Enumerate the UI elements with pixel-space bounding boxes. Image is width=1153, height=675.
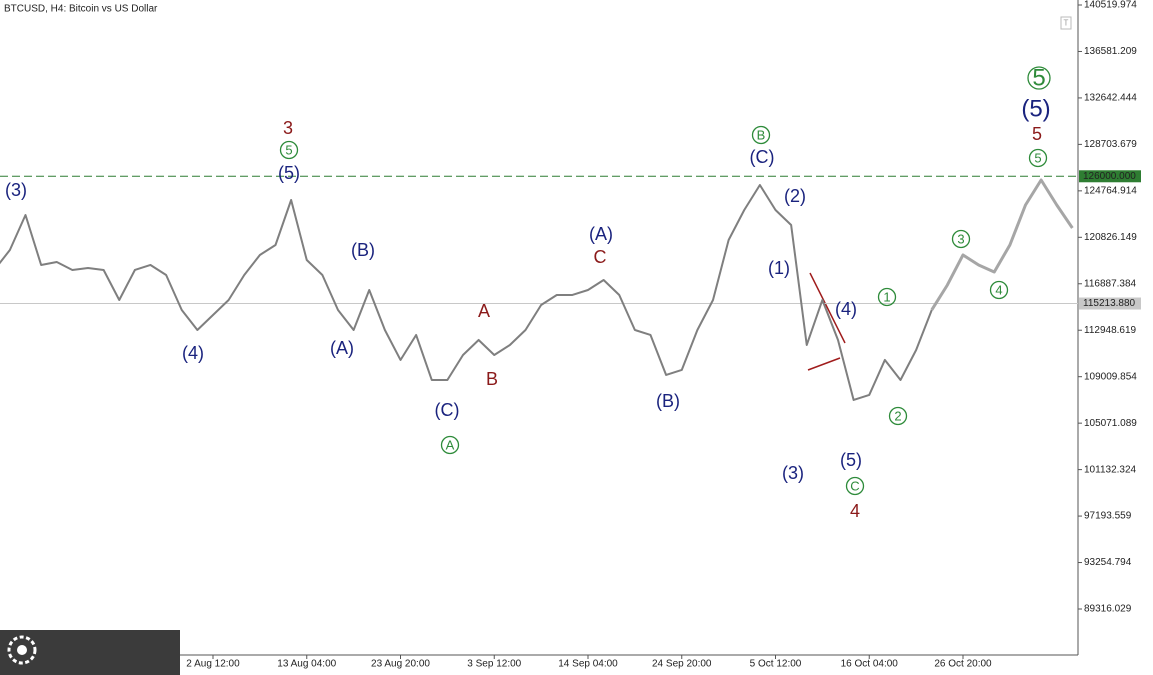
triangle-line bbox=[809, 272, 846, 344]
wave-label: (B) bbox=[351, 240, 375, 260]
y-tick-label: 136581.209 bbox=[1084, 46, 1137, 57]
wave-label: 3 bbox=[283, 118, 293, 138]
wave-label: (A) bbox=[330, 338, 354, 358]
wave-label: (5) bbox=[278, 163, 300, 183]
wave-label: 3 bbox=[957, 231, 964, 246]
x-tick-label: 3 Sep 12:00 bbox=[467, 659, 521, 670]
triangle-line bbox=[807, 357, 841, 371]
chart-title: BTCUSD, H4: Bitcoin vs US Dollar bbox=[4, 4, 158, 15]
wave-label: (3) bbox=[782, 463, 804, 483]
price-label-box bbox=[1079, 297, 1141, 310]
x-tick-label: 23 Aug 20:00 bbox=[371, 659, 430, 670]
x-tick-label: 24 Sep 20:00 bbox=[652, 659, 712, 670]
wave-circle bbox=[1028, 148, 1048, 168]
price-line-series bbox=[0, 183, 933, 401]
wave-label: 4 bbox=[995, 282, 1002, 297]
tool-icon[interactable] bbox=[1060, 16, 1072, 30]
wave-label: (3) bbox=[5, 180, 27, 200]
x-tick-label: 14 Sep 04:00 bbox=[558, 659, 618, 670]
wave-label: (C) bbox=[435, 400, 460, 420]
wave-label: (4) bbox=[835, 299, 857, 319]
wave-label: 2 bbox=[894, 408, 901, 423]
wave-label: (1) bbox=[768, 258, 790, 278]
wave-circle bbox=[751, 125, 771, 145]
wave-label: (4) bbox=[182, 343, 204, 363]
wave-label: (5) bbox=[840, 450, 862, 470]
wave-label: 1 bbox=[883, 289, 890, 304]
wave-label: A bbox=[446, 437, 455, 452]
wave-circle bbox=[279, 140, 299, 160]
wave-circle bbox=[989, 280, 1009, 300]
wave-circle bbox=[951, 229, 971, 249]
logo-background bbox=[0, 630, 180, 675]
y-tick-label: 140519.974 bbox=[1084, 0, 1137, 11]
x-tick-label: 2 Aug 12:00 bbox=[186, 659, 240, 670]
wave-label: 5 bbox=[1032, 124, 1042, 144]
logo-icon-core bbox=[17, 645, 27, 655]
y-tick-label: 97193.559 bbox=[1084, 511, 1132, 522]
x-tick-label: 26 Oct 20:00 bbox=[934, 659, 992, 670]
y-tick-label: 120826.149 bbox=[1084, 232, 1137, 243]
wave-label: (C) bbox=[750, 147, 775, 167]
wave-label: (A) bbox=[589, 224, 613, 244]
logo-icon bbox=[7, 635, 37, 665]
wave-label: C bbox=[594, 247, 607, 267]
tool-icon-glyph: T bbox=[1064, 19, 1069, 28]
y-tick-label: 128703.679 bbox=[1084, 139, 1137, 150]
wave-label: 5 bbox=[1034, 150, 1041, 165]
wave-label: B bbox=[757, 127, 766, 142]
y-tick-label: 109009.854 bbox=[1084, 371, 1137, 382]
x-tick-label: 5 Oct 12:00 bbox=[750, 659, 802, 670]
y-tick-label: 116887.384 bbox=[1084, 278, 1137, 289]
y-tick-label: 101132.324 bbox=[1084, 464, 1137, 475]
wave-label: 5 bbox=[1032, 64, 1045, 91]
price-label: 115213.880 bbox=[1083, 298, 1136, 309]
wave-circle bbox=[845, 476, 865, 496]
wave-label: C bbox=[850, 478, 859, 493]
wave-circle bbox=[877, 287, 897, 307]
wave-circle bbox=[440, 435, 460, 455]
wave-label: A bbox=[478, 301, 490, 321]
y-tick-label: 112948.619 bbox=[1084, 325, 1137, 336]
logo bbox=[0, 630, 180, 675]
wave-circle bbox=[888, 406, 908, 426]
y-tick-label: 105071.089 bbox=[1084, 418, 1137, 429]
projection-line bbox=[930, 178, 1074, 311]
price-label-box bbox=[1079, 170, 1141, 183]
y-tick-label: 124764.914 bbox=[1084, 185, 1137, 196]
wave-label: 4 bbox=[850, 501, 860, 521]
wave-label: (B) bbox=[656, 391, 680, 411]
wave-label: 5 bbox=[285, 142, 292, 157]
wave-label: (2) bbox=[784, 186, 806, 206]
wave-circle bbox=[1027, 66, 1051, 90]
y-tick-label: 93254.794 bbox=[1084, 557, 1132, 568]
x-tick-label: 16 Oct 04:00 bbox=[841, 659, 899, 670]
y-tick-label: 89316.029 bbox=[1084, 604, 1132, 615]
price-label: 126000.000 bbox=[1083, 171, 1136, 182]
x-tick-label: 13 Aug 04:00 bbox=[277, 659, 336, 670]
wave-label: (5) bbox=[1021, 95, 1050, 122]
wave-label: B bbox=[486, 369, 498, 389]
y-tick-label: 132642.444 bbox=[1084, 93, 1137, 104]
